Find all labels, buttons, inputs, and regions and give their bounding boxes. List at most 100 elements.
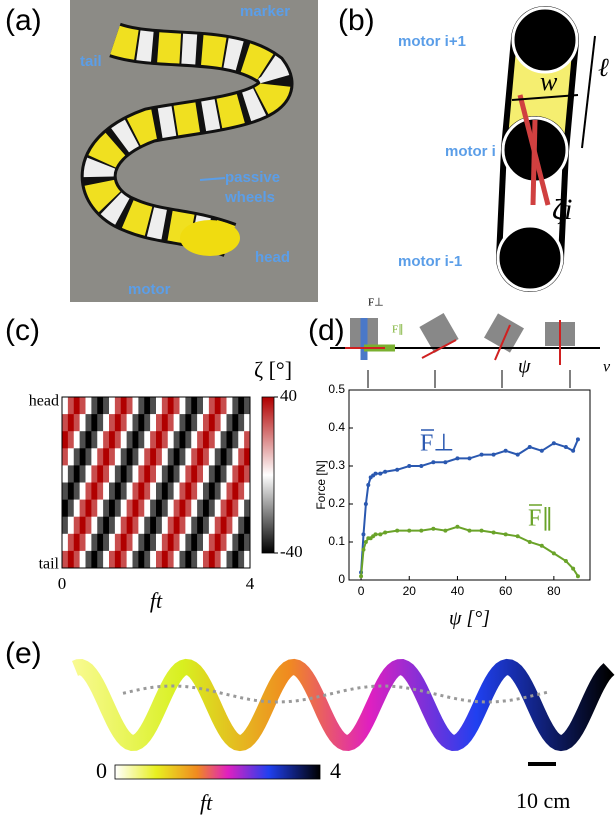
heat-cell xyxy=(220,431,227,449)
heat-cell xyxy=(226,465,233,483)
heat-cell xyxy=(132,550,139,569)
heat-cell xyxy=(138,533,145,552)
heat-cell xyxy=(244,465,251,483)
heat-cell xyxy=(156,550,163,569)
heat-cell xyxy=(79,414,86,432)
heat-cell xyxy=(232,482,239,500)
heat-cell xyxy=(156,465,163,483)
annotation: motor i xyxy=(445,143,496,160)
series-line xyxy=(360,525,579,577)
heat-cell xyxy=(232,516,239,535)
colorbar xyxy=(261,396,275,554)
heat-cell xyxy=(120,482,127,500)
heat-cell xyxy=(214,397,221,415)
heat-cell xyxy=(179,516,186,535)
y-tick-label: 0 xyxy=(338,572,345,586)
data-point xyxy=(419,528,424,533)
data-point xyxy=(467,528,472,533)
heat-cell xyxy=(208,397,216,415)
heat-cell xyxy=(85,482,92,500)
heat-cell xyxy=(103,533,110,552)
heat-cell xyxy=(173,516,180,535)
data-point xyxy=(361,532,366,537)
heat-cell xyxy=(85,516,92,535)
heat-cell xyxy=(220,516,227,535)
heat-cell xyxy=(132,448,139,466)
heat-cell xyxy=(244,499,251,517)
heat-cell xyxy=(126,431,133,449)
heat-cell xyxy=(132,499,139,517)
heat-cell xyxy=(138,499,145,517)
data-point xyxy=(378,532,383,537)
heat-cell xyxy=(208,414,216,432)
data-point xyxy=(373,471,378,476)
data-point xyxy=(563,445,568,449)
heat-cell xyxy=(120,533,127,552)
data-point xyxy=(491,452,496,457)
heat-cell xyxy=(173,533,180,552)
heat-cell xyxy=(73,465,80,483)
heat-cell xyxy=(214,499,221,517)
robot-photo xyxy=(70,0,318,302)
heat-cell xyxy=(191,482,198,500)
heat-cell xyxy=(97,516,104,535)
heat-cell xyxy=(91,414,98,432)
heat-cell xyxy=(179,431,186,449)
x-axis-label: ft xyxy=(150,588,163,613)
heat-cell xyxy=(79,397,86,415)
heat-cell xyxy=(238,431,245,449)
heat-cell xyxy=(103,431,110,449)
colorbar-tick-label: 40 xyxy=(280,386,297,405)
heat-cell xyxy=(214,465,221,483)
heat-cell xyxy=(109,516,116,535)
heat-cell xyxy=(191,499,198,517)
heat-cell xyxy=(197,397,204,415)
heat-cell xyxy=(150,499,157,517)
data-point xyxy=(491,530,496,535)
heat-cell xyxy=(97,533,104,552)
heat-cell xyxy=(167,431,174,449)
heat-cell xyxy=(126,397,133,415)
data-point xyxy=(563,559,568,563)
heat-cell xyxy=(232,448,239,466)
heat-cell xyxy=(226,482,233,500)
heat-cell xyxy=(238,533,245,552)
heat-cell xyxy=(232,431,239,449)
heat-cell xyxy=(97,482,104,500)
heat-cell xyxy=(126,482,133,500)
heat-cell xyxy=(62,482,69,500)
heat-cell xyxy=(203,397,210,415)
heat-cell xyxy=(179,482,186,500)
heat-cell xyxy=(226,414,233,432)
heat-cell xyxy=(173,414,180,432)
heat-cell xyxy=(67,431,75,449)
wheel-icons xyxy=(330,313,600,388)
heat-cell xyxy=(161,533,169,552)
data-point xyxy=(527,540,532,544)
heat-cell xyxy=(138,465,145,483)
heat-cell xyxy=(197,516,204,535)
heat-cell xyxy=(167,550,174,569)
heat-cell xyxy=(109,431,116,449)
heat-cell xyxy=(232,397,239,415)
heat-cell xyxy=(85,550,92,569)
data-point xyxy=(395,528,400,533)
heat-cell xyxy=(79,465,86,483)
x-axis-label: ψ [°] xyxy=(449,608,490,630)
heat-cell xyxy=(156,414,163,432)
heat-cell xyxy=(150,397,157,415)
series-label: F∥ xyxy=(528,506,553,532)
heat-cell xyxy=(179,533,186,552)
heat-cell xyxy=(91,533,98,552)
heat-cell xyxy=(73,516,80,535)
heat-cell xyxy=(85,431,92,449)
annotation: tail xyxy=(80,53,102,70)
heat-cell xyxy=(244,533,251,552)
data-point xyxy=(571,448,576,453)
heat-cell xyxy=(62,516,69,535)
heat-cell xyxy=(191,397,198,415)
heat-cell xyxy=(214,448,221,466)
heat-cell xyxy=(226,516,233,535)
heat-cell xyxy=(214,431,221,449)
